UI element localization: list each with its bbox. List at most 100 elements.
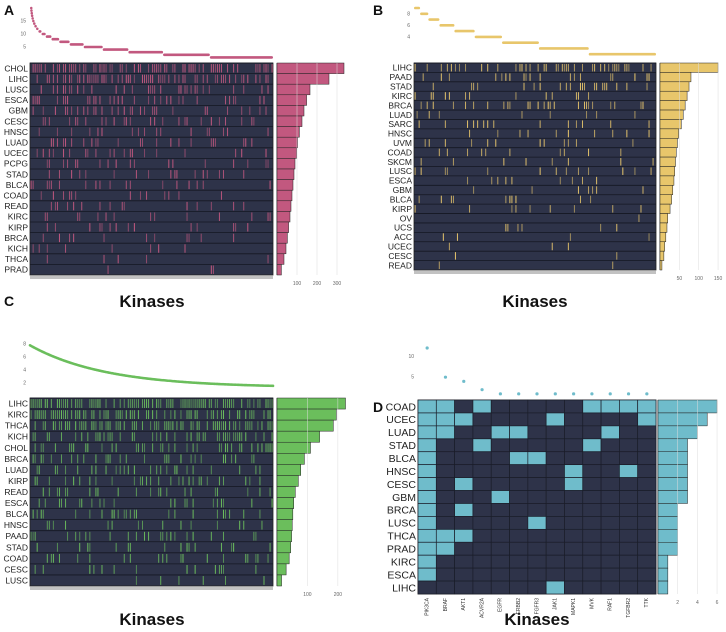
heatmap-cell	[129, 148, 131, 158]
heatmap-cell	[65, 421, 67, 431]
heatmap-cell	[269, 542, 271, 552]
heatmap-cell	[93, 410, 95, 420]
row-total-bar	[276, 574, 282, 587]
heatmap-cell	[582, 412, 602, 427]
heatmap-cell	[642, 186, 644, 194]
heatmap-cell	[91, 399, 93, 408]
heatmap-cell	[166, 465, 168, 475]
heatmap-cell	[129, 117, 131, 126]
heatmap-cell	[222, 498, 224, 508]
heatmap-cell	[420, 167, 422, 175]
heatmap-cell	[93, 106, 95, 115]
heatmap-cell	[48, 170, 50, 179]
row-label-stad: STAD	[390, 82, 412, 92]
heatmap-cell	[253, 454, 255, 464]
heatmap-cell	[565, 82, 567, 91]
heatmap-cell	[417, 399, 437, 414]
heatmap-cell	[567, 63, 569, 72]
heatmap-cell	[222, 421, 224, 431]
heatmap-cell	[54, 410, 56, 420]
heatmap-cell	[67, 95, 69, 105]
heatmap-cell	[99, 180, 101, 190]
column-count-step	[538, 47, 589, 50]
heatmap-cell	[121, 74, 123, 84]
heatmap-cell	[146, 410, 148, 420]
heatmap-cell	[527, 438, 547, 453]
heatmap-cell	[222, 170, 224, 179]
column-count-step	[30, 9, 33, 12]
heatmap-cell	[52, 85, 54, 94]
heatmap-cell	[582, 425, 602, 440]
heatmap-cell	[65, 520, 67, 530]
heatmap-cell	[127, 542, 129, 552]
heatmap-cell	[141, 74, 143, 84]
heatmap-cell	[160, 432, 162, 442]
heatmap-cell	[545, 63, 547, 72]
heatmap-cell	[247, 223, 249, 232]
heatmap-cell	[563, 139, 565, 147]
heatmap-cell	[600, 399, 620, 414]
heatmap-cell	[257, 443, 259, 453]
heatmap-cell	[210, 410, 212, 420]
heatmap-cell	[243, 170, 245, 179]
heatmap-cell	[133, 509, 135, 519]
heatmap-cell	[218, 476, 220, 486]
heatmap-cell	[243, 74, 245, 84]
heatmap-cell	[83, 64, 85, 73]
heatmap-cell	[54, 201, 56, 211]
heatmap-cell	[225, 95, 227, 105]
heatmap-cell	[65, 465, 67, 475]
heatmap-cell	[612, 205, 614, 213]
heatmap-cell	[424, 139, 426, 147]
heatmap-cell	[527, 503, 547, 517]
heatmap-cell	[101, 74, 103, 84]
row-label-blca: BLCA	[6, 180, 29, 190]
heatmap-cell	[454, 503, 474, 517]
row-total-bar	[659, 260, 663, 271]
heatmap-cell	[456, 233, 458, 241]
heatmap-cell	[44, 498, 46, 508]
heatmap-cell	[472, 528, 492, 543]
heatmap-cell	[133, 74, 135, 84]
heatmap-cell	[235, 432, 237, 442]
row-label-kich: KICH	[8, 244, 28, 254]
column-count-step	[454, 29, 475, 33]
heatmap-cell	[255, 553, 257, 563]
heatmap-cell	[216, 432, 218, 442]
heatmap-cell	[174, 410, 176, 420]
heatmap-cell	[271, 64, 273, 73]
heatmap-cell	[182, 421, 184, 431]
heatmap-cell	[600, 580, 620, 595]
row-label-ov: OV	[400, 213, 413, 223]
column-axis-tick: 5	[411, 375, 414, 381]
row-total-bar	[659, 156, 676, 167]
row-label-esca: ESCA	[5, 95, 28, 105]
heatmap-cell	[42, 564, 44, 574]
heatmap-cell	[612, 73, 614, 81]
heatmap-cell	[251, 212, 253, 221]
heatmap-cell	[192, 509, 194, 519]
heatmap-cell	[269, 421, 271, 431]
heatmap-cell	[131, 106, 133, 115]
heatmap-cell	[123, 117, 125, 126]
heatmap-cell	[428, 110, 430, 119]
heatmap-cell	[529, 101, 531, 110]
heatmap-cell	[210, 138, 212, 147]
column-count-step	[83, 45, 103, 49]
row-total-bar	[659, 138, 678, 148]
heatmap-cell	[231, 443, 233, 453]
heatmap-cell	[448, 242, 450, 251]
bar-axis-tick: 200	[334, 592, 343, 598]
heatmap-cell	[212, 265, 214, 274]
heatmap-cell	[619, 580, 639, 595]
heatmap-cell	[255, 64, 257, 73]
heatmap-cell	[48, 520, 50, 530]
heatmap-cell	[222, 531, 224, 541]
heatmap-cell	[255, 531, 257, 541]
heatmap-cell	[54, 465, 56, 475]
heatmap-cell	[239, 410, 241, 420]
heatmap-cell	[71, 127, 73, 137]
heatmap-cell	[40, 399, 42, 408]
heatmap-cell	[139, 138, 141, 147]
heatmap-cell	[545, 425, 565, 440]
